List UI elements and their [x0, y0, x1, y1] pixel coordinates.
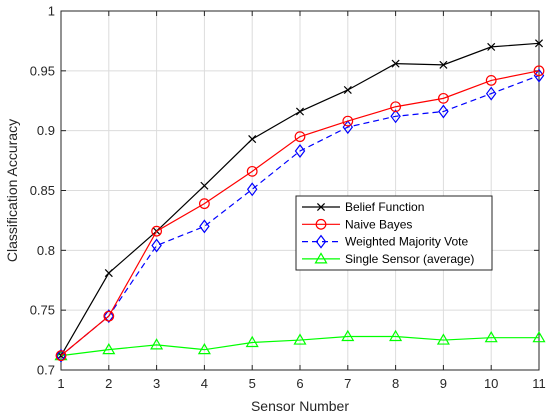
legend-box	[295, 195, 493, 271]
data-point-triangle-marker	[484, 330, 498, 343]
series-line	[60, 70, 540, 357]
data-point-x-marker	[487, 42, 496, 51]
series-naive-bayes	[55, 65, 545, 362]
legend-label: Belief Function	[345, 200, 424, 214]
legend-entry: Naive Bayes	[302, 217, 412, 231]
x-tick-label: 9	[440, 376, 447, 391]
x-tick-label: 5	[249, 376, 256, 391]
axis-ticks: 1 2 3 4 5 6 7 8 9 10 11 0.7 0.75 0.8 0.85 0.9 0.95 1	[30, 4, 546, 392]
data-point-triangle-marker	[102, 342, 116, 355]
series-belief-function	[56, 39, 544, 360]
y-axis-title: Classification Accuracy	[4, 119, 20, 262]
data-point-triangle-marker	[150, 338, 164, 350]
data-point-diamond-marker	[103, 309, 115, 324]
y-tick-label: 0.8	[37, 243, 55, 258]
data-point-circle-marker	[533, 65, 545, 77]
data-point-diamond-marker	[151, 238, 162, 253]
data-point-triangle-marker	[293, 333, 307, 345]
series-line	[60, 75, 540, 357]
x-axis-title: Sensor Number	[251, 398, 349, 414]
y-tick-label: 0.7	[37, 363, 55, 378]
x-marker-stroke	[248, 135, 257, 144]
data-point-x-marker	[439, 60, 448, 69]
y-tick-label: 0.75	[30, 303, 55, 318]
y-tick-label: 0.85	[30, 183, 55, 198]
x-tick-label: 10	[484, 376, 498, 391]
x-tick-label: 8	[392, 376, 399, 391]
data-point-diamond-marker	[199, 219, 210, 234]
x-tick-label: 3	[153, 376, 160, 391]
x-marker-stroke	[391, 59, 400, 68]
data-point-triangle-marker	[54, 348, 68, 361]
x-marker-stroke	[343, 85, 352, 95]
data-point-circle-marker	[246, 165, 258, 177]
data-point-triangle-marker	[436, 333, 450, 345]
legend-label: Weighted Majority Vote	[345, 235, 469, 249]
data-point-circle-marker	[315, 218, 327, 230]
x-marker-stroke	[534, 39, 544, 48]
data-point-circle-marker	[103, 310, 115, 322]
series-layer	[54, 39, 546, 363]
data-point-diamond-marker	[438, 104, 449, 119]
data-point-triangle-marker	[341, 329, 355, 342]
x-tick-label: 7	[344, 376, 351, 391]
data-point-triangle-marker	[532, 330, 546, 343]
data-point-diamond-marker	[390, 109, 401, 124]
x-marker-stroke	[487, 42, 496, 51]
x-tick-label: 6	[296, 376, 303, 391]
series-weighted-majority-vote	[55, 68, 545, 363]
x-tick-label: 1	[57, 376, 64, 391]
legend-label: Naive Bayes	[345, 217, 412, 231]
data-point-x-marker	[391, 59, 400, 68]
data-point-x-marker	[295, 107, 305, 116]
data-point-x-marker	[104, 269, 113, 278]
series-line	[60, 335, 539, 357]
x-marker-stroke	[104, 269, 113, 278]
x-marker-stroke	[316, 202, 326, 212]
data-point-triangle-marker	[197, 342, 211, 355]
x-marker-stroke	[200, 181, 209, 190]
data-point-circle-marker	[485, 75, 497, 86]
data-point-diamond-marker	[294, 144, 306, 159]
legend-entry: Weighted Majority Vote	[302, 234, 469, 249]
data-point-x-marker	[248, 135, 257, 144]
data-point-circle-marker	[342, 115, 354, 127]
data-point-x-marker	[200, 181, 209, 190]
data-point-triangle-marker	[314, 252, 328, 264]
data-point-diamond-marker	[533, 68, 545, 83]
legend: Belief Function Naive Bayes Weighted Major…	[295, 195, 493, 271]
data-point-x-marker	[343, 85, 352, 95]
data-point-circle-marker	[55, 350, 67, 362]
data-point-triangle-marker	[389, 329, 403, 342]
data-point-x-marker	[316, 202, 326, 212]
legend-entry: Belief Function	[302, 200, 424, 214]
x-marker-stroke	[439, 60, 448, 69]
legend-entry: Single Sensor (average)	[302, 252, 474, 266]
data-point-diamond-marker	[246, 182, 258, 197]
y-tick-label: 1	[48, 4, 55, 19]
legend-label: Single Sensor (average)	[345, 252, 474, 266]
data-point-circle-marker	[390, 101, 402, 113]
data-point-circle-marker	[438, 92, 449, 104]
data-point-diamond-marker	[315, 234, 327, 249]
x-marker-stroke	[295, 107, 305, 116]
series-single-sensor-average	[54, 329, 546, 361]
y-tick-label: 0.9	[37, 123, 55, 138]
x-tick-label: 2	[105, 376, 112, 391]
y-tick-label: 0.95	[30, 63, 55, 78]
data-point-x-marker	[534, 39, 544, 48]
data-point-circle-marker	[198, 198, 210, 210]
x-tick-label: 11	[532, 376, 546, 391]
data-point-circle-marker	[151, 225, 163, 237]
x-tick-label: 4	[201, 376, 208, 391]
data-point-triangle-marker	[245, 335, 259, 348]
data-point-circle-marker	[294, 131, 306, 143]
data-point-diamond-marker	[485, 86, 497, 101]
